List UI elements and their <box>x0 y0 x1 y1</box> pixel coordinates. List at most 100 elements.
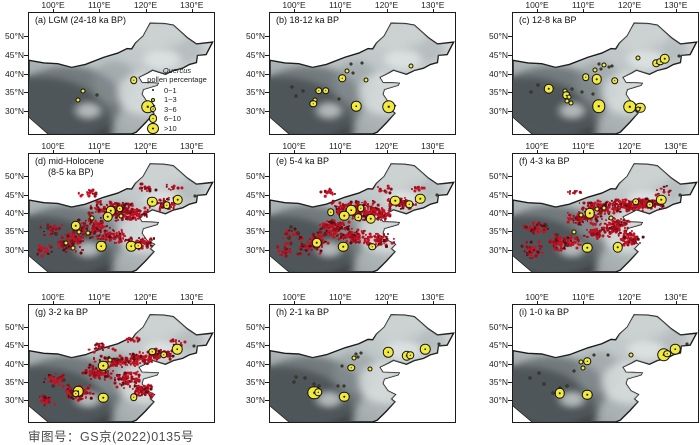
red-pollen-record-dot <box>42 395 46 399</box>
quercus-site-marker-class-0 <box>592 353 596 357</box>
red-pollen-record-dot <box>85 391 89 395</box>
red-pollen-record-dot <box>48 375 52 379</box>
red-pollen-record-dot <box>82 236 85 239</box>
quercus-site-marker-class-3 <box>351 101 362 112</box>
red-pollen-record-dot <box>342 235 345 238</box>
red-pollen-record-dot <box>356 201 360 204</box>
red-pollen-record-dot <box>603 230 607 234</box>
red-pollen-record-dot <box>306 246 310 250</box>
red-pollen-record-dot <box>94 230 97 233</box>
red-pollen-record-dot <box>626 243 630 247</box>
lon-tick-mark <box>386 9 388 13</box>
red-pollen-record-dot <box>37 248 41 252</box>
red-pollen-record-dot <box>93 194 97 198</box>
red-pollen-record-dot <box>582 220 584 223</box>
red-pollen-record-dot <box>100 236 103 239</box>
red-pollen-record-dot <box>375 232 378 236</box>
quercus-site-marker-class-2 <box>405 200 413 208</box>
lon-tick-label: 130°E <box>180 0 204 10</box>
quercus-site-marker-class-2 <box>115 205 124 213</box>
red-pollen-record-dot <box>133 208 136 211</box>
red-pollen-record-dot <box>137 379 141 383</box>
red-pollen-record-dot <box>65 237 69 241</box>
red-pollen-record-dot <box>567 245 569 248</box>
red-pollen-record-dot <box>630 202 633 205</box>
red-pollen-record-dot <box>168 354 172 358</box>
map-panel-d: (d) mid-Holocene (8-5 ka BP) 100°E 110°E 120… <box>5 141 215 273</box>
panel-title-e: (e) 5-4 ka BP <box>276 156 329 167</box>
red-pollen-record-dot <box>144 356 147 359</box>
panel-title-text: (b) 18-12 ka BP <box>276 15 340 25</box>
red-pollen-record-dot <box>644 197 648 201</box>
quercus-site-marker-class-0 <box>597 62 601 66</box>
red-pollen-record-dot <box>611 208 613 210</box>
red-pollen-record-dot <box>532 232 535 235</box>
lat-tick-label: 50°N <box>246 171 265 182</box>
china-relief-map <box>29 13 214 134</box>
red-pollen-record-dot <box>115 364 118 366</box>
red-pollen-record-dot <box>325 220 328 223</box>
red-pollen-record-dot <box>618 220 622 223</box>
red-pollen-record-dot <box>362 241 365 244</box>
red-pollen-record-dot <box>656 188 659 191</box>
red-pollen-record-dot <box>122 238 125 241</box>
red-pollen-record-dot <box>60 378 64 383</box>
panel-title-g: (g) 3-2 ka BP <box>35 307 88 318</box>
red-pollen-record-dot <box>88 348 91 352</box>
red-pollen-record-dot <box>162 198 165 201</box>
red-pollen-record-dot <box>608 226 612 230</box>
red-pollen-record-dot <box>383 212 386 215</box>
red-pollen-record-dot <box>120 228 123 232</box>
red-pollen-record-dot <box>150 361 153 364</box>
red-pollen-record-dot <box>101 234 105 238</box>
red-pollen-record-dot <box>158 209 161 212</box>
red-pollen-record-dot <box>91 219 94 222</box>
red-pollen-record-dot <box>355 237 359 241</box>
legend-symbol-wrap <box>142 122 164 134</box>
red-pollen-record-dot <box>122 387 125 390</box>
red-pollen-record-dot <box>45 397 48 400</box>
red-pollen-record-dot <box>93 360 97 364</box>
red-pollen-record-dot <box>571 217 574 220</box>
red-pollen-record-dot <box>128 380 132 383</box>
red-pollen-record-dot <box>122 201 125 204</box>
red-pollen-record-dot <box>377 217 380 220</box>
red-pollen-record-dot <box>612 209 615 212</box>
red-pollen-record-dot <box>143 385 146 388</box>
red-pollen-record-dot <box>92 372 96 376</box>
red-pollen-record-dot <box>123 214 127 218</box>
red-pollen-record-dot <box>304 244 308 248</box>
red-pollen-record-dot <box>134 211 138 215</box>
red-pollen-record-dot <box>525 225 528 229</box>
quercus-site-marker-class-3 <box>656 194 667 205</box>
lon-tick-label: 110°E <box>328 0 352 10</box>
red-pollen-record-dot <box>111 214 115 218</box>
red-pollen-record-dot <box>66 383 70 387</box>
red-pollen-record-dot <box>626 208 629 211</box>
red-pollen-record-dot <box>586 235 589 238</box>
red-pollen-record-dot <box>605 201 608 204</box>
red-pollen-record-dot <box>576 189 579 192</box>
red-pollen-record-dot <box>627 234 631 238</box>
red-pollen-record-dot <box>329 232 333 236</box>
red-pollen-record-dot <box>618 229 622 233</box>
red-pollen-record-dot <box>327 224 331 228</box>
red-pollen-record-dot <box>92 225 96 229</box>
red-pollen-record-dot <box>653 205 656 208</box>
red-pollen-record-dot <box>569 189 571 192</box>
red-pollen-record-dot <box>106 224 109 227</box>
red-pollen-record-dot <box>103 205 106 209</box>
red-pollen-record-dot <box>630 236 633 239</box>
red-pollen-record-dot <box>88 191 92 195</box>
legend-row: 3~6 <box>142 104 212 114</box>
red-pollen-record-dot <box>615 229 619 233</box>
lon-tick-mark <box>340 301 342 305</box>
red-pollen-record-dot <box>278 253 281 256</box>
lat-tick-label: 35°N <box>246 226 265 237</box>
red-pollen-record-dot <box>318 231 322 234</box>
red-pollen-record-dot <box>75 396 78 399</box>
red-pollen-record-dot <box>130 207 134 211</box>
lat-tick-mark <box>265 92 269 94</box>
red-pollen-record-dot <box>338 224 342 227</box>
quercus-site-marker-class-2 <box>163 201 171 209</box>
